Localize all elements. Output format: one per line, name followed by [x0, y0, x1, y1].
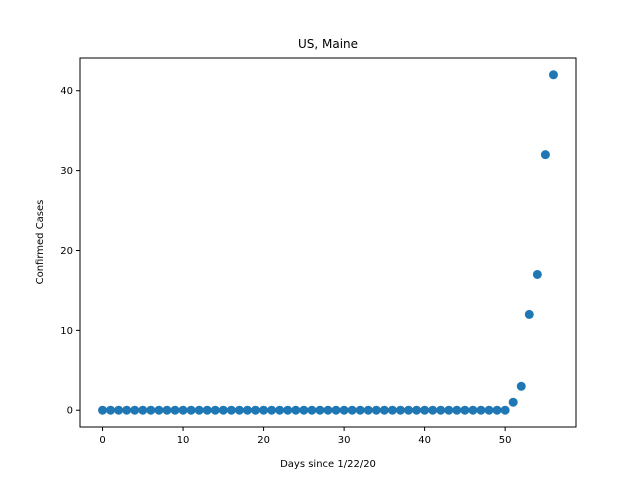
data-point	[98, 405, 108, 415]
data-point	[218, 405, 228, 415]
plot-frame	[79, 57, 577, 428]
data-point	[476, 405, 486, 415]
data-point	[210, 405, 220, 415]
x-tick-label: 50	[499, 435, 512, 446]
data-point	[540, 150, 550, 160]
data-point	[379, 405, 389, 415]
data-point	[484, 405, 494, 415]
data-point	[492, 405, 502, 415]
data-point	[412, 405, 422, 415]
data-point	[428, 405, 438, 415]
data-point	[420, 405, 430, 415]
data-point	[452, 405, 462, 415]
x-tick-label: 30	[338, 435, 351, 446]
data-point	[500, 405, 510, 415]
data-point	[122, 405, 132, 415]
data-point	[194, 405, 204, 415]
data-point	[226, 405, 236, 415]
data-point	[395, 405, 405, 415]
data-point	[275, 405, 285, 415]
x-tick-label: 40	[418, 435, 431, 446]
data-point	[508, 397, 518, 407]
data-point	[339, 405, 349, 415]
data-point	[363, 405, 373, 415]
data-point	[436, 405, 446, 415]
data-point	[283, 405, 293, 415]
y-tick-label: 10	[60, 326, 73, 337]
data-point	[106, 405, 116, 415]
data-point	[468, 405, 478, 415]
data-point	[291, 405, 301, 415]
x-axis-label: Days since 1/22/20	[280, 459, 376, 470]
data-point	[532, 269, 542, 279]
x-tick-label: 10	[177, 435, 190, 446]
y-tick-label: 40	[60, 86, 73, 97]
chart-title: US, Maine	[298, 37, 358, 51]
y-axis-label: Confirmed Cases	[35, 200, 46, 285]
y-tick-label: 0	[67, 406, 73, 417]
data-point	[548, 70, 558, 80]
data-point	[130, 405, 140, 415]
data-point	[516, 381, 526, 391]
y-tick-label: 20	[60, 246, 73, 257]
data-point	[355, 405, 365, 415]
data-point	[202, 405, 212, 415]
data-point	[186, 405, 196, 415]
data-point	[267, 405, 277, 415]
y-axis-ticks: 0 10 20 30 40	[60, 86, 80, 417]
data-point	[331, 405, 341, 415]
data-point	[299, 405, 309, 415]
data-point	[154, 405, 164, 415]
data-point	[307, 405, 317, 415]
data-point	[146, 405, 156, 415]
data-point	[138, 405, 148, 415]
data-point	[524, 309, 534, 319]
data-point	[323, 405, 333, 415]
x-tick-label: 0	[99, 435, 105, 446]
data-point	[242, 405, 252, 415]
data-point	[444, 405, 454, 415]
data-point	[347, 405, 357, 415]
x-tick-label: 20	[257, 435, 270, 446]
data-point	[234, 405, 244, 415]
data-point	[315, 405, 325, 415]
y-tick-label: 30	[60, 166, 73, 177]
data-point	[387, 405, 397, 415]
data-point	[404, 405, 414, 415]
data-point	[259, 405, 269, 415]
data-point	[178, 405, 188, 415]
data-point	[170, 405, 180, 415]
data-point	[162, 405, 172, 415]
x-axis-ticks: 0 10 20 30 40 50	[99, 427, 512, 446]
data-point	[251, 405, 261, 415]
data-point	[460, 405, 470, 415]
data-point	[371, 405, 381, 415]
data-points	[98, 70, 558, 415]
data-point	[114, 405, 124, 415]
